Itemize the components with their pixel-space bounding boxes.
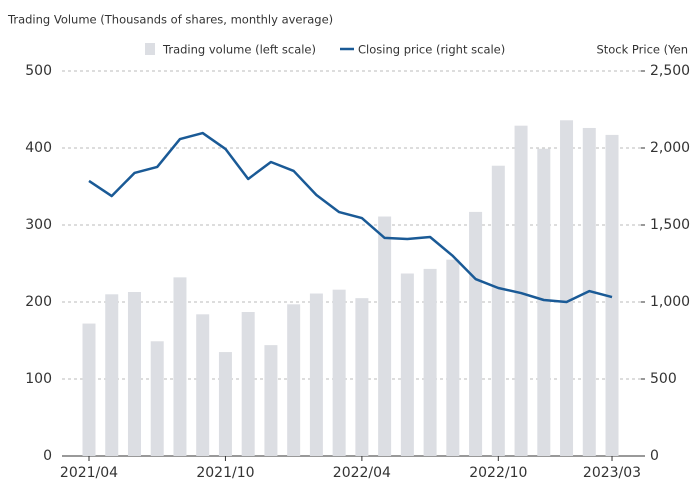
- bar: [150, 341, 164, 456]
- bar: [469, 211, 483, 456]
- x-tick-label: 2022/04: [333, 465, 391, 481]
- price-line: [88, 131, 613, 304]
- x-tick-label: 2021/04: [60, 465, 118, 481]
- legend-swatch: [145, 43, 155, 55]
- bar: [287, 304, 301, 456]
- bar: [560, 120, 574, 456]
- y-tick-label: 100: [25, 371, 52, 387]
- bar: [241, 312, 255, 456]
- bar: [400, 273, 414, 456]
- y-tick-label: 300: [25, 217, 52, 233]
- y2-tick-label: 1,000: [650, 294, 690, 310]
- bar: [446, 259, 460, 456]
- bar: [218, 352, 232, 456]
- y2-tick-label: 2,000: [650, 140, 690, 156]
- x-tick-label: 2021/10: [196, 465, 254, 481]
- y2-tick-label: 0: [650, 448, 659, 464]
- bar: [537, 148, 551, 456]
- bar: [332, 289, 346, 456]
- y2-axis-title: Stock Price (Yen: [596, 43, 688, 57]
- bar: [196, 314, 210, 456]
- bar: [309, 293, 323, 456]
- bar: [491, 165, 505, 456]
- bar: [423, 268, 437, 456]
- y2-tick-label: 500: [650, 371, 677, 387]
- bar: [514, 125, 528, 457]
- bar: [605, 134, 619, 456]
- bar: [127, 291, 141, 456]
- bar: [264, 345, 278, 456]
- bar: [355, 298, 369, 456]
- y-tick-label: 400: [25, 140, 52, 156]
- bar: [378, 216, 392, 456]
- y2-tick-label: 1,500: [650, 217, 690, 233]
- y-tick-label: 200: [25, 294, 52, 310]
- legend-label: Closing price (right scale): [358, 43, 505, 57]
- bar: [105, 294, 119, 456]
- legend-label: Trading volume (left scale): [162, 43, 316, 57]
- bar: [82, 323, 96, 456]
- bar: [173, 277, 187, 456]
- y-tick-label: 500: [25, 63, 52, 79]
- y2-tick-label: 2,500: [650, 63, 690, 79]
- y-axis-title: Trading Volume (Thousands of shares, mon…: [7, 13, 333, 27]
- x-tick-label: 2022/10: [469, 465, 527, 481]
- y-tick-label: 0: [43, 448, 52, 464]
- x-tick-label: 2023/03: [583, 465, 641, 481]
